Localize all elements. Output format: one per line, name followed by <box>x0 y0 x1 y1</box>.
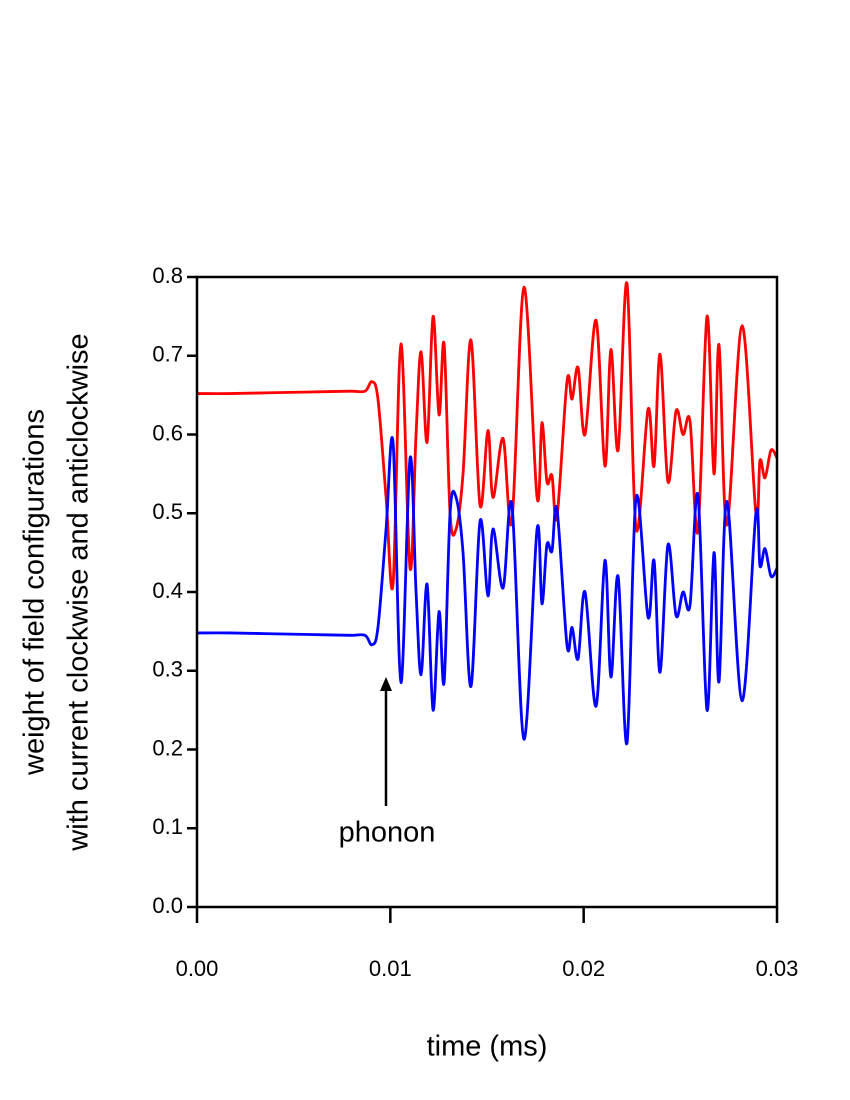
x-tick-label: 0.03 <box>756 956 799 981</box>
series-line <box>196 281 779 591</box>
annotation: phonon <box>339 817 436 849</box>
y-tick-label: 0.1 <box>152 814 183 839</box>
y-tick-label: 0.4 <box>152 578 183 603</box>
plot-area <box>196 281 779 745</box>
y-tick-label: 0.3 <box>152 657 183 682</box>
x-tick-label: 0.00 <box>176 956 219 981</box>
y-axis-label: weight of field configurations <box>19 409 51 776</box>
series-line <box>196 436 779 745</box>
annotation-arrowhead <box>380 677 392 691</box>
x-tick-label: 0.02 <box>562 956 605 981</box>
y-tick-label: 0.2 <box>152 735 183 760</box>
y-tick-label: 0.0 <box>152 893 183 918</box>
y-axis-label: with current clockwise and anticlockwise <box>63 333 95 851</box>
y-tick-label: 0.5 <box>152 499 183 524</box>
y-tick-label: 0.6 <box>152 420 183 445</box>
y-tick-label: 0.7 <box>152 342 183 367</box>
x-axis-label: time (ms) <box>427 1031 548 1063</box>
x-tick-label: 0.01 <box>369 956 412 981</box>
y-tick-label: 0.8 <box>152 263 183 288</box>
